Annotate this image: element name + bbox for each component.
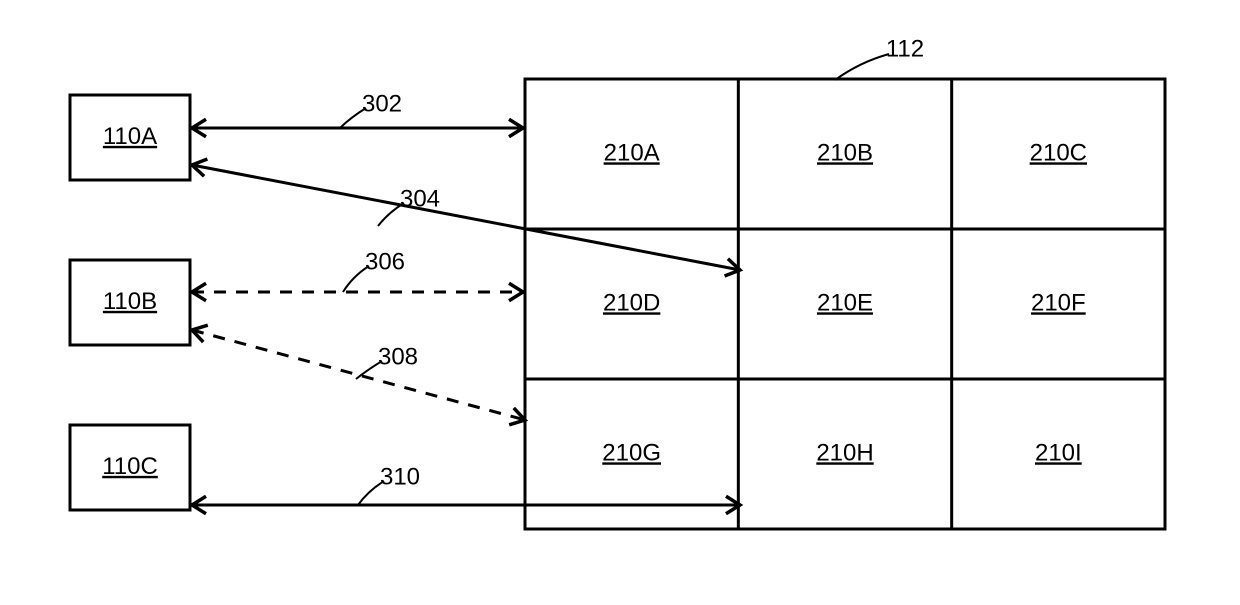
arrow-ref-label: 304 [400,185,440,212]
arrow-ref-label: 306 [365,248,405,275]
connector-arrow [192,165,740,270]
grid-cell-label: 210E [817,289,873,316]
left-box-label: 110B [103,288,157,315]
grid-cell-label: 210I [1035,439,1082,466]
arrow-ref-label: 302 [362,90,402,117]
grid-cell-label: 210C [1030,139,1087,166]
grid-cell-label: 210B [817,139,873,166]
left-box-label: 110A [103,123,157,150]
grid-cell-label: 210F [1031,289,1086,316]
arrow-ref-label: 308 [378,343,418,370]
grid-cell-label: 210H [816,439,873,466]
arrow-ref-label: 310 [380,463,420,490]
grid-cell-label: 210D [603,289,660,316]
grid-cell-label: 210G [602,439,661,466]
connector-arrow [192,330,525,420]
grid-cell-label: 210A [604,139,660,166]
diagram-canvas: 210A210B210C210D210E210F210G210H210I112 … [0,0,1240,605]
left-box-label: 110C [102,453,158,480]
container-ref-leader [835,54,889,80]
container-ref-label: 112 [886,35,924,62]
